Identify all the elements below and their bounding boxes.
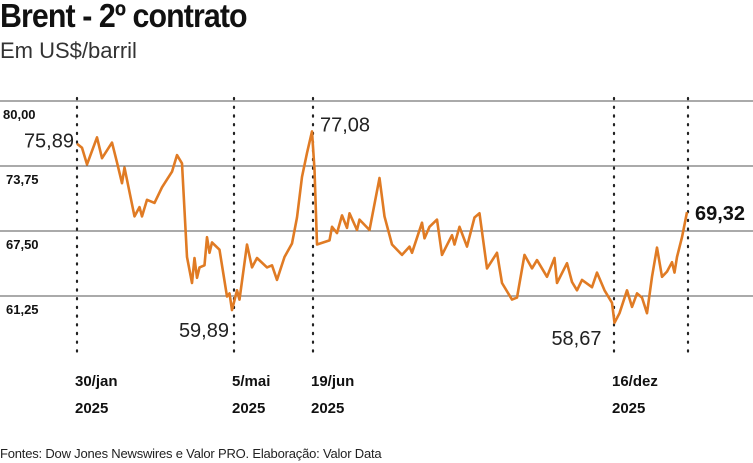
x-tick-year: 2025 bbox=[232, 400, 265, 417]
value-annotation: 77,08 bbox=[320, 114, 370, 136]
y-tick-label: 67,50 bbox=[6, 237, 39, 252]
y-tick-label: 73,75 bbox=[6, 172, 39, 187]
x-tick-label: 5/mai bbox=[232, 373, 270, 390]
x-tick-year: 2025 bbox=[75, 400, 108, 417]
source-note: Fontes: Dow Jones Newswires e Valor PRO.… bbox=[0, 446, 382, 461]
brent-price-line bbox=[76, 130, 689, 325]
series-line-group bbox=[76, 130, 689, 325]
x-tick-label: 19/jun bbox=[311, 373, 354, 390]
chart-subtitle: Em US$/barril bbox=[0, 38, 137, 63]
labels: 80,00 73,75 67,50 61,25 30/jan 2025 5/mai 2025 1… bbox=[3, 107, 745, 417]
value-annotation: 59,89 bbox=[179, 320, 229, 342]
x-tick-year: 2025 bbox=[612, 400, 645, 417]
x-tick-label: 30/jan bbox=[75, 373, 118, 390]
chart-title: Brent - 2º contrato bbox=[0, 0, 248, 34]
date-marker-lines bbox=[75, 96, 690, 357]
y-tick-label: 61,25 bbox=[6, 302, 39, 317]
value-annotation: 69,32 bbox=[695, 203, 745, 225]
y-tick-label: 80,00 bbox=[3, 107, 36, 122]
value-annotation: 58,67 bbox=[551, 328, 601, 350]
x-tick-label: 16/dez bbox=[612, 373, 658, 390]
x-tick-year: 2025 bbox=[311, 400, 344, 417]
value-annotation: 75,89 bbox=[24, 131, 74, 153]
